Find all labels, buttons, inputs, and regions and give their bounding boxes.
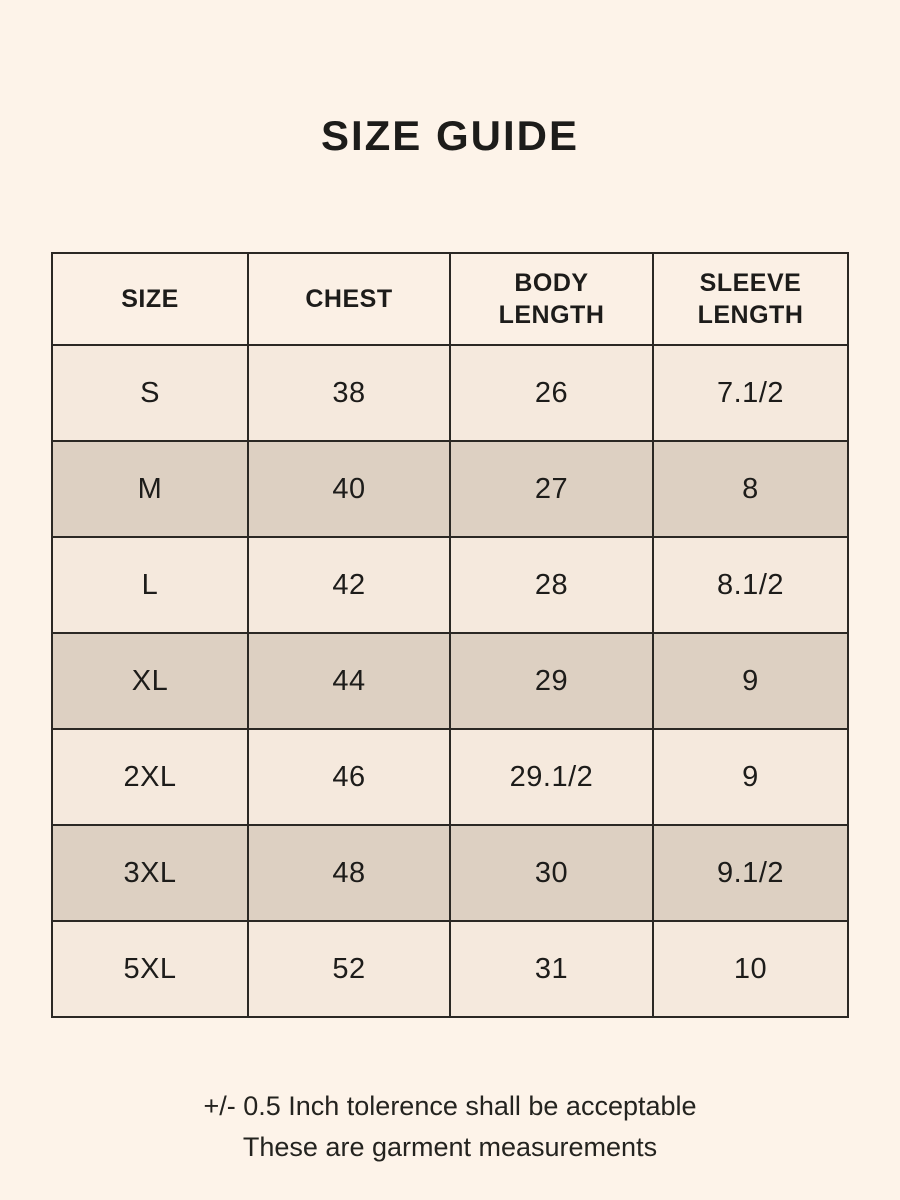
header-cell-sleeve-length: SLEEVE LENGTH — [652, 252, 849, 346]
cell-chest: 38 — [247, 344, 451, 442]
cell-size: L — [51, 536, 249, 634]
header-cell-chest: CHEST — [247, 252, 451, 346]
footnote: +/- 0.5 Inch tolerence shall be acceptab… — [0, 1086, 900, 1168]
cell-sleeve-length: 9 — [652, 728, 849, 826]
cell-size: 5XL — [51, 920, 249, 1018]
cell-chest: 46 — [247, 728, 451, 826]
cell-chest: 44 — [247, 632, 451, 730]
cell-body-length: 27 — [449, 440, 654, 538]
cell-body-length: 30 — [449, 824, 654, 922]
cell-chest: 52 — [247, 920, 451, 1018]
table-row: L 42 28 8.1/2 — [51, 536, 849, 634]
cell-sleeve-length: 8.1/2 — [652, 536, 849, 634]
table-row: 2XL 46 29.1/2 9 — [51, 728, 849, 826]
table-row: 5XL 52 31 10 — [51, 920, 849, 1018]
cell-size: XL — [51, 632, 249, 730]
table-row: XL 44 29 9 — [51, 632, 849, 730]
cell-chest: 40 — [247, 440, 451, 538]
table-row: S 38 26 7.1/2 — [51, 344, 849, 442]
cell-size: 3XL — [51, 824, 249, 922]
cell-chest: 42 — [247, 536, 451, 634]
table-row: M 40 27 8 — [51, 440, 849, 538]
cell-sleeve-length: 8 — [652, 440, 849, 538]
cell-body-length: 26 — [449, 344, 654, 442]
cell-sleeve-length: 9 — [652, 632, 849, 730]
cell-size: M — [51, 440, 249, 538]
cell-sleeve-length: 9.1/2 — [652, 824, 849, 922]
cell-size: S — [51, 344, 249, 442]
footnote-line-garment: These are garment measurements — [242, 1132, 658, 1162]
page-title: SIZE GUIDE — [320, 112, 580, 159]
header-cell-size: SIZE — [51, 252, 249, 346]
cell-body-length: 29 — [449, 632, 654, 730]
size-guide-table: SIZE CHEST BODY LENGTH SLEEVE LENGTH S 3… — [51, 252, 849, 1018]
cell-body-length: 31 — [449, 920, 654, 1018]
cell-body-length: 28 — [449, 536, 654, 634]
cell-sleeve-length: 7.1/2 — [652, 344, 849, 442]
table-row: 3XL 48 30 9.1/2 — [51, 824, 849, 922]
cell-body-length: 29.1/2 — [449, 728, 654, 826]
cell-sleeve-length: 10 — [652, 920, 849, 1018]
cell-size: 2XL — [51, 728, 249, 826]
footnote-line-tolerance: +/- 0.5 Inch tolerence shall be acceptab… — [203, 1091, 697, 1121]
header-cell-body-length: BODY LENGTH — [449, 252, 654, 346]
table-header-row: SIZE CHEST BODY LENGTH SLEEVE LENGTH — [51, 252, 849, 346]
cell-chest: 48 — [247, 824, 451, 922]
